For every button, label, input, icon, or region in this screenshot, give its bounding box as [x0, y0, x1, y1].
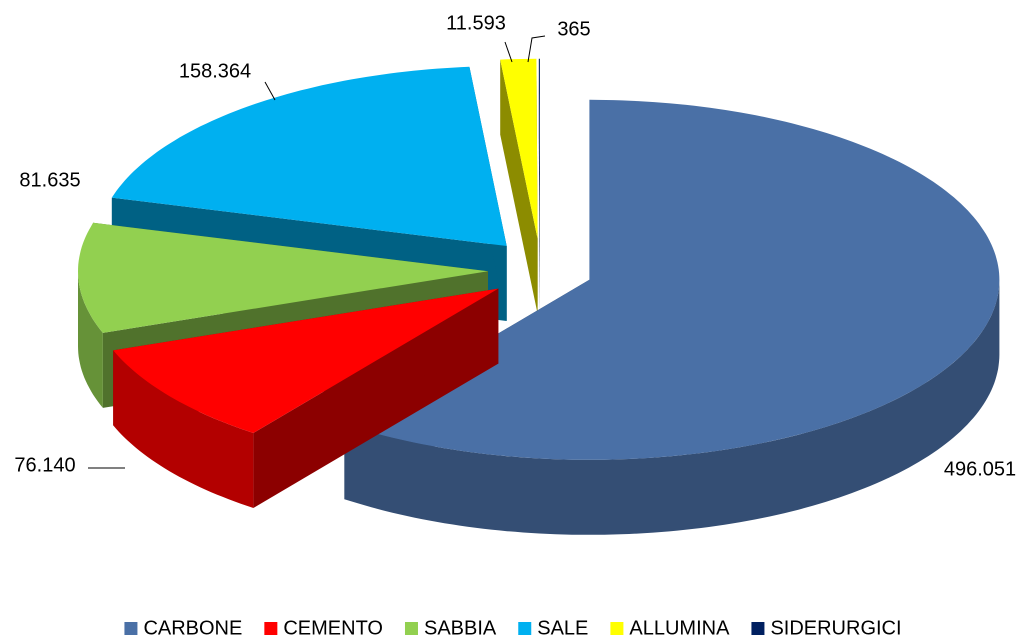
- slice-side: [113, 350, 254, 508]
- legend-swatch: [264, 622, 278, 635]
- slice-side: [538, 58, 540, 314]
- slice: [113, 288, 499, 433]
- data-label: 76.140: [14, 454, 75, 476]
- legend-swatch: [610, 622, 624, 635]
- slice: [500, 58, 538, 239]
- data-label: 11.593: [446, 12, 506, 34]
- legend-label: ALLUMINA: [629, 617, 730, 639]
- legend-label: SALE: [537, 617, 588, 639]
- slice: [113, 288, 499, 508]
- slice: [500, 58, 538, 314]
- legend-swatch: [751, 622, 765, 635]
- slice: [344, 99, 1000, 535]
- slice: [344, 99, 1000, 460]
- slice: [538, 58, 540, 239]
- slice-side: [78, 271, 103, 408]
- legend-swatch: [404, 622, 418, 635]
- slice-side: [344, 279, 1000, 535]
- data-label: 496.051: [944, 458, 1016, 480]
- slice: [538, 58, 540, 314]
- legend-swatch: [124, 622, 138, 635]
- leader-line: [264, 81, 276, 101]
- leader-line: [527, 35, 546, 63]
- slice-side: [500, 59, 538, 314]
- legend-swatch: [518, 622, 532, 635]
- legend-label: SABBIA: [424, 617, 497, 639]
- data-label: 81.635: [19, 169, 80, 191]
- data-label: 158.364: [179, 60, 251, 82]
- slice: [78, 222, 488, 333]
- leader-line: [504, 41, 513, 63]
- slice: [111, 66, 507, 246]
- legend-label: CARBONE: [143, 617, 242, 639]
- legend-label: SIDERURGICI: [770, 617, 901, 639]
- legend: CARBONE CEMENTO SABBIA SALE ALLUMINA SIDERURG…: [124, 617, 902, 639]
- legend-label: CEMENTO: [283, 617, 383, 639]
- data-label: 365: [557, 18, 590, 40]
